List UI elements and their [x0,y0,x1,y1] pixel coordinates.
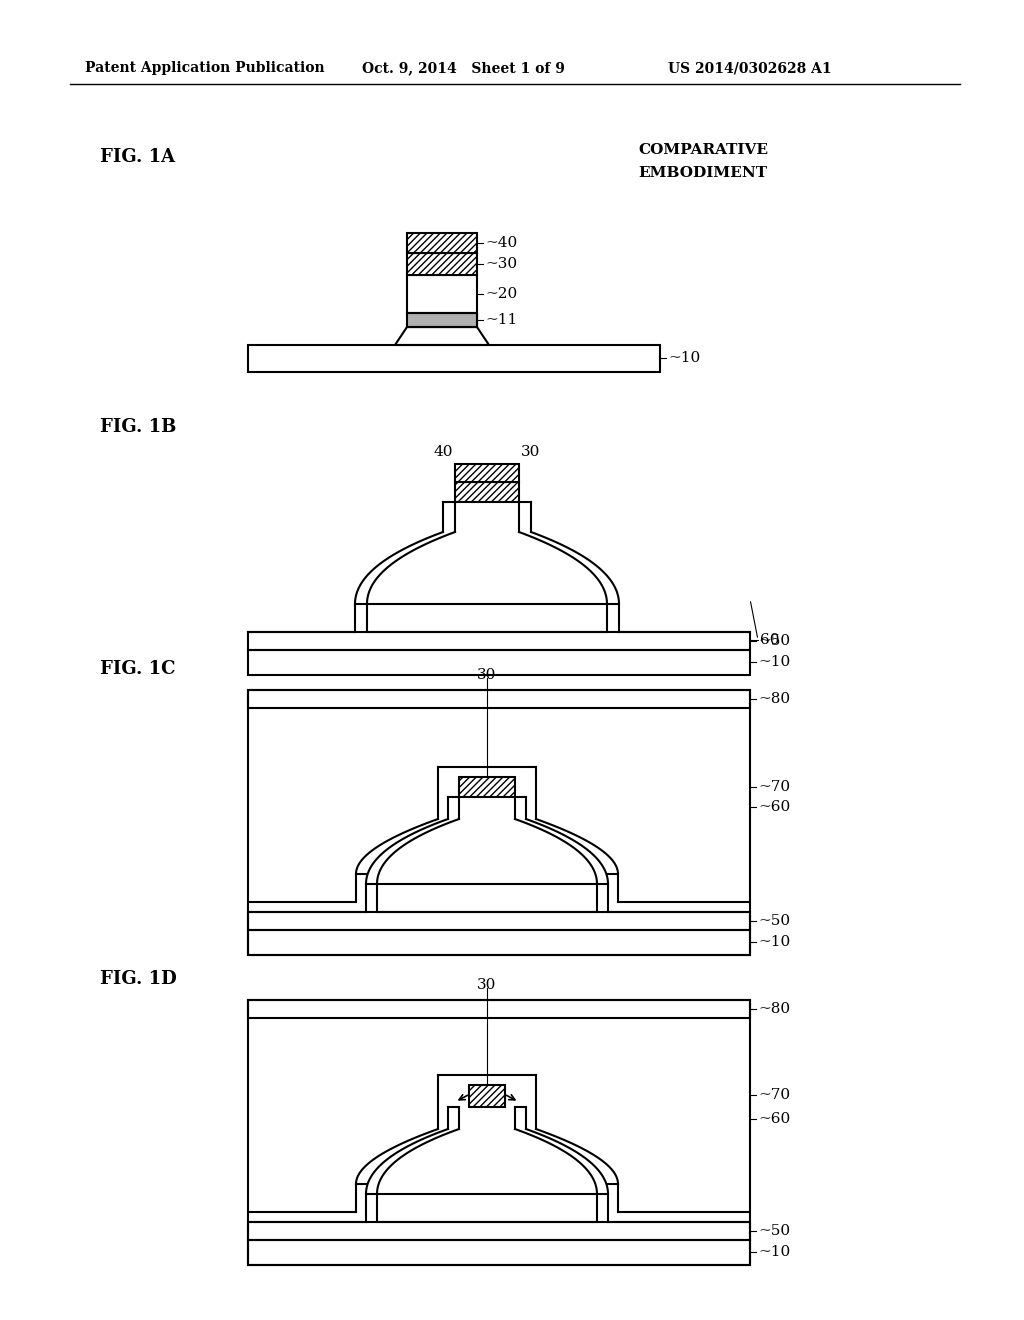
Text: ~50: ~50 [758,1224,791,1238]
Text: Oct. 9, 2014   Sheet 1 of 9: Oct. 9, 2014 Sheet 1 of 9 [362,61,565,75]
Text: 40: 40 [433,445,453,459]
Text: ~10: ~10 [668,351,700,366]
Polygon shape [407,313,477,327]
Text: FIG. 1A: FIG. 1A [100,148,175,166]
Text: ~70: ~70 [758,780,791,795]
Text: FIG. 1B: FIG. 1B [100,418,176,436]
Polygon shape [407,234,477,253]
Text: ~60: ~60 [758,1111,791,1126]
Text: US 2014/0302628 A1: US 2014/0302628 A1 [668,61,831,75]
Text: ~10: ~10 [758,1245,791,1259]
Text: Patent Application Publication: Patent Application Publication [85,61,325,75]
Text: ~50: ~50 [758,634,791,648]
Polygon shape [459,777,515,797]
Text: ~10: ~10 [758,935,791,949]
Text: 60: 60 [760,634,779,647]
Text: ~50: ~50 [758,913,791,928]
Text: ~70: ~70 [758,1088,791,1102]
Text: 30: 30 [521,445,541,459]
Text: FIG. 1D: FIG. 1D [100,970,177,987]
Text: ~80: ~80 [758,692,791,706]
Text: COMPARATIVE: COMPARATIVE [638,143,768,157]
Text: EMBODIMENT: EMBODIMENT [638,166,767,180]
Polygon shape [455,482,519,502]
Polygon shape [455,465,519,482]
Text: ~30: ~30 [485,257,517,271]
Text: ~10: ~10 [758,655,791,669]
Text: ~40: ~40 [485,236,517,249]
Text: ~20: ~20 [485,286,517,301]
Text: ~80: ~80 [758,1002,791,1016]
Text: 30: 30 [477,668,497,682]
Text: 30: 30 [477,978,497,993]
Text: ~60: ~60 [758,800,791,814]
Text: FIG. 1C: FIG. 1C [100,660,175,678]
Polygon shape [407,253,477,275]
Text: ~11: ~11 [485,313,517,327]
Polygon shape [469,1085,505,1107]
